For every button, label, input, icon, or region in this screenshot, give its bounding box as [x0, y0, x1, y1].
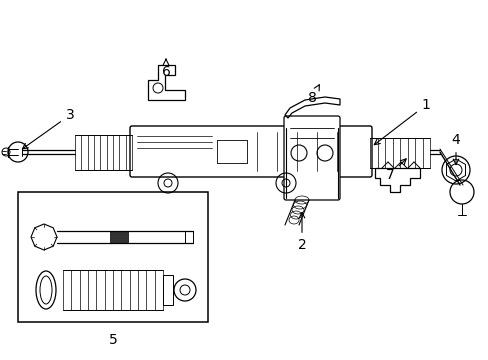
FancyBboxPatch shape [130, 126, 371, 177]
Bar [18, 192, 207, 322]
Text: 3: 3 [22, 108, 74, 149]
Text: 4: 4 [451, 133, 459, 165]
FancyBboxPatch shape [284, 116, 339, 200]
Text: 8: 8 [307, 85, 319, 105]
Text: 1: 1 [373, 98, 429, 145]
Bar [163, 275, 173, 305]
Bar [184, 231, 193, 243]
Text: 7: 7 [385, 159, 406, 182]
Bar [110, 231, 128, 243]
Text: 6: 6 [161, 59, 170, 79]
Text: 5: 5 [108, 333, 117, 347]
Text: 2: 2 [297, 212, 306, 252]
